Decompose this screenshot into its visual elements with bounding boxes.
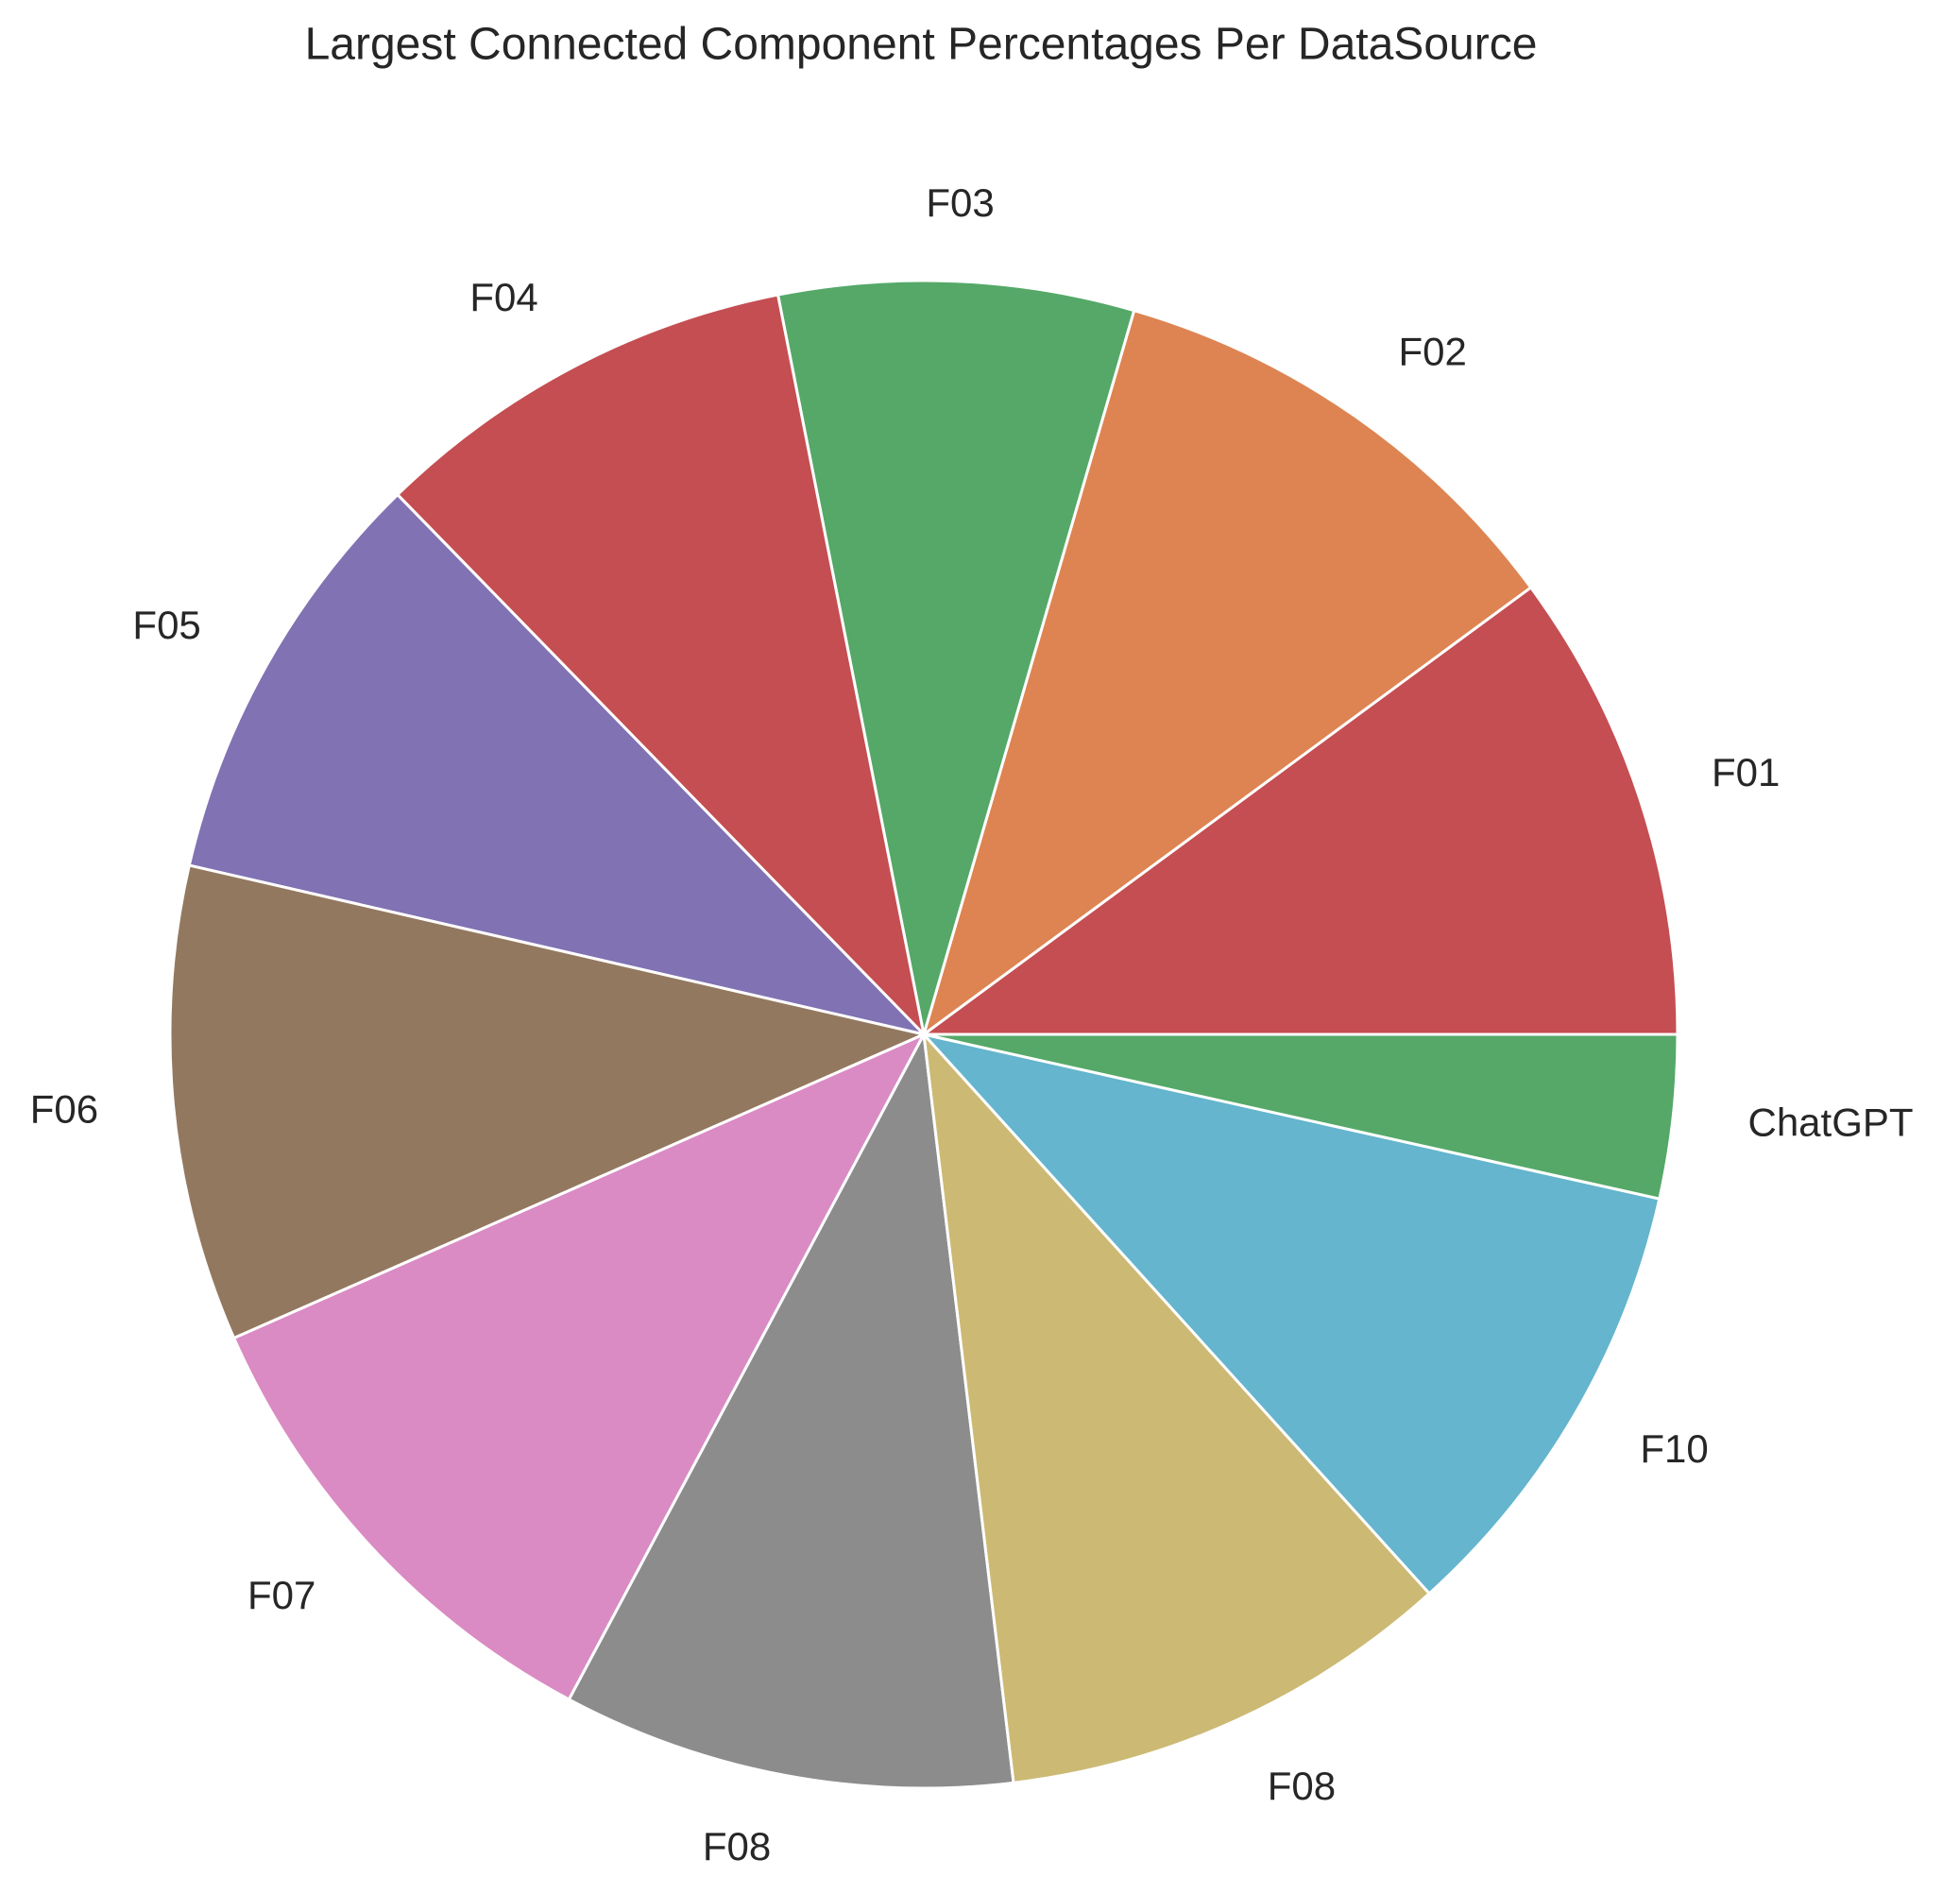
slice-label: F07	[247, 1573, 315, 1617]
slice-label: F01	[1712, 750, 1780, 794]
pie-slice	[921, 308, 1533, 1038]
pie-slice	[921, 1030, 1432, 1784]
pie-slice	[919, 585, 1679, 1036]
chart-title: Largest Connected Component Percentages …	[305, 20, 1538, 70]
pie-slice	[231, 1031, 928, 1702]
pie-slice	[775, 279, 1136, 1035]
slice-label: F02	[1398, 329, 1466, 373]
slice-label: F08	[703, 1824, 771, 1868]
slice-label: F04	[469, 275, 537, 319]
slice-label: ChatGPT	[1747, 1100, 1913, 1144]
pie-slice	[919, 1032, 1662, 1596]
pie-slice	[395, 293, 927, 1039]
pie-slice	[923, 1032, 1679, 1201]
slice-label: F03	[926, 180, 994, 225]
slice-label: F05	[132, 603, 200, 647]
slice-label: F06	[30, 1087, 98, 1132]
pie-slice	[187, 492, 929, 1037]
slice-label: F08	[1268, 1764, 1336, 1808]
slice-label: F10	[1640, 1426, 1708, 1471]
pie-slice	[168, 863, 929, 1340]
pie-slice	[567, 1030, 1015, 1790]
